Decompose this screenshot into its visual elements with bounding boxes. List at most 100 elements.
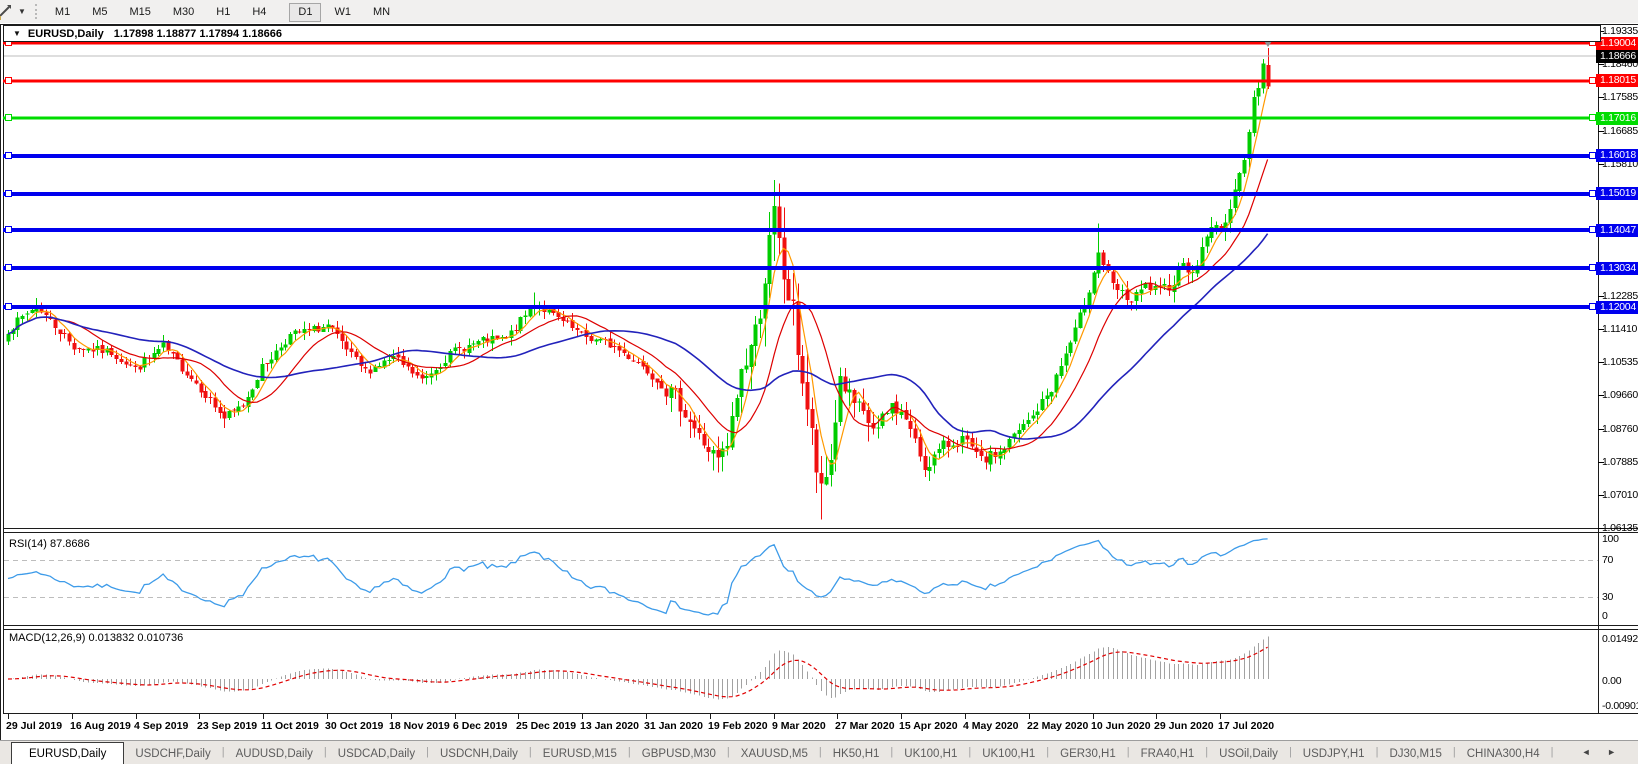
chart-tab-gbpusd-m30[interactable]: GBPUSD,M30 bbox=[641, 748, 716, 760]
date-label: 27 Mar 2020 bbox=[835, 720, 895, 732]
chart-tab-usoil-daily[interactable]: USOil,Daily bbox=[1219, 748, 1278, 760]
tab-divider: | bbox=[1126, 746, 1130, 758]
hline-price-badge: 1.12004 bbox=[1596, 301, 1638, 314]
chart-tab-xauusd-m5[interactable]: XAUUSD,M5 bbox=[740, 748, 808, 760]
toolbar-grip[interactable] bbox=[34, 4, 37, 19]
current-price-badge: 1.18666 bbox=[1596, 50, 1638, 63]
tab-divider: | bbox=[726, 746, 730, 758]
hline-handle bbox=[4, 225, 13, 234]
chart-tab-uk100-h1[interactable]: UK100,H1 bbox=[904, 748, 958, 760]
macd-label: MACD(12,26,9) 0.013832 0.010736 bbox=[9, 632, 184, 644]
chart-tab-usdchf-daily[interactable]: USDCHF,Daily bbox=[135, 748, 211, 760]
price-tick-mark bbox=[1598, 495, 1604, 496]
hline-handle bbox=[4, 263, 13, 272]
hline-price-badge: 1.16018 bbox=[1596, 149, 1638, 162]
timeframe-buttons: M1 M5 M15 M30 H1 H4 D1 W1 MN bbox=[44, 2, 411, 22]
hline-handle bbox=[4, 76, 13, 85]
chart-tab-china300-h4[interactable]: CHINA300,H4 bbox=[1466, 748, 1540, 760]
timeframe-button-m5[interactable]: M5 bbox=[83, 3, 116, 22]
date-label: 15 Apr 2020 bbox=[899, 720, 958, 732]
price-tick-mark bbox=[1598, 97, 1604, 98]
chart-ohlc-values: 1.17898 1.18877 1.17894 1.18666 bbox=[113, 27, 282, 40]
timeframe-button-d1[interactable]: D1 bbox=[289, 2, 322, 22]
price-tick-mark bbox=[1598, 528, 1604, 529]
hline-handle bbox=[4, 189, 13, 198]
chart-tab-usdcad-daily[interactable]: USDCAD,Daily bbox=[337, 748, 416, 760]
hline-price-badge: 1.17016 bbox=[1596, 112, 1638, 125]
tab-divider: | bbox=[426, 746, 429, 758]
tab-divider: | bbox=[528, 746, 532, 758]
tab-scroll-right-icon[interactable]: ► bbox=[1607, 747, 1616, 757]
timeframe-button-m1[interactable]: M1 bbox=[46, 3, 79, 22]
chart-tab-hk50-h1[interactable]: HK50,H1 bbox=[832, 748, 880, 760]
hline-handle bbox=[1588, 113, 1597, 122]
chart-tab-uk100-h1[interactable]: UK100,H1 bbox=[982, 748, 1036, 760]
date-label: 22 May 2020 bbox=[1027, 720, 1089, 732]
date-label: 30 Oct 2019 bbox=[325, 720, 384, 732]
date-label: 16 Aug 2019 bbox=[70, 720, 131, 732]
tab-divider: | bbox=[221, 746, 225, 758]
price-tick-label: 1.12285 bbox=[1602, 290, 1638, 302]
price-tick-label: 1.07010 bbox=[1602, 489, 1638, 501]
timeframe-button-mn[interactable]: MN bbox=[364, 3, 399, 22]
date-label: 10 Jun 2020 bbox=[1091, 720, 1151, 732]
price-tick-label: 1.18460 bbox=[1602, 58, 1638, 70]
chart-tab-dj30-m15[interactable]: DJ30,M15 bbox=[1389, 748, 1442, 760]
draw-tool-icon[interactable] bbox=[0, 3, 16, 21]
hline-price-badge: 1.14047 bbox=[1596, 224, 1638, 237]
chart-tab-eurusd-m15[interactable]: EURUSD,M15 bbox=[542, 748, 617, 760]
rsi-scale-label: 100 bbox=[1602, 533, 1619, 545]
chart-tab-fra40-h1[interactable]: FRA40,H1 bbox=[1140, 748, 1195, 760]
toolbar: ▼ M1 M5 M15 M30 H1 H4 D1 W1 MN bbox=[0, 0, 1638, 23]
rsi-scale-label: 70 bbox=[1602, 554, 1614, 566]
timeframe-button-w1[interactable]: W1 bbox=[325, 3, 360, 22]
tab-scroll-left-icon[interactable]: ◄ bbox=[1581, 747, 1591, 757]
tab-divider: | bbox=[627, 746, 631, 758]
date-label: 11 Oct 2019 bbox=[261, 720, 319, 732]
date-label: 29 Jun 2020 bbox=[1154, 720, 1214, 732]
date-label: 23 Sep 2019 bbox=[197, 720, 258, 732]
price-tick-mark bbox=[1598, 362, 1604, 363]
tab-divider: | bbox=[323, 746, 327, 758]
timeframe-button-h4[interactable]: H4 bbox=[243, 3, 275, 22]
price-tick-mark bbox=[1598, 131, 1604, 132]
chart-tab-audusd-daily[interactable]: AUDUSD,Daily bbox=[235, 748, 313, 760]
ma-mid-line bbox=[7, 159, 1269, 451]
hline-price-badge: 1.15019 bbox=[1596, 187, 1638, 200]
timeframe-button-m30[interactable]: M30 bbox=[164, 3, 203, 22]
date-label: 31 Jan 2020 bbox=[644, 720, 703, 732]
tab-divider: | bbox=[968, 746, 972, 758]
macd-scale-label: 0.00 bbox=[1602, 675, 1622, 687]
price-tick-label: 1.19335 bbox=[1602, 25, 1638, 37]
tab-scroll-arrows: ◄ ► bbox=[1568, 747, 1616, 757]
chart-tab-usdjpy-h1[interactable]: USDJPY,H1 bbox=[1302, 748, 1365, 760]
price-tick-label: 1.06135 bbox=[1602, 522, 1638, 534]
chart-tab-usdcnh-daily[interactable]: USDCNH,Daily bbox=[439, 748, 518, 760]
chart-collapse-icon[interactable]: ▼ bbox=[13, 29, 21, 38]
timeframe-button-h1[interactable]: H1 bbox=[207, 3, 239, 22]
price-tick-mark bbox=[1598, 31, 1604, 32]
price-tick-mark bbox=[1598, 296, 1604, 297]
date-label: 6 Dec 2019 bbox=[453, 720, 508, 732]
date-label: 13 Jan 2020 bbox=[580, 720, 639, 732]
tab-divider: | bbox=[1550, 746, 1554, 758]
price-tick-label: 1.15810 bbox=[1602, 158, 1638, 170]
rsi-scale-label: 30 bbox=[1602, 591, 1614, 603]
ma-slow-line bbox=[7, 233, 1269, 440]
hline-handle bbox=[4, 113, 13, 122]
price-tick-mark bbox=[1598, 395, 1604, 396]
macd-scale-label: -0.009018 bbox=[1602, 700, 1638, 712]
macd-histogram bbox=[13, 636, 1269, 700]
price-tick-mark bbox=[1598, 462, 1604, 463]
timeframe-button-m15[interactable]: M15 bbox=[120, 3, 159, 22]
price-tick-mark bbox=[1598, 64, 1604, 65]
rsi-label: RSI(14) 87.8686 bbox=[9, 538, 90, 550]
chart-tab-eurusd-daily[interactable]: EURUSD,Daily bbox=[11, 742, 125, 764]
macd-signal-line bbox=[7, 646, 1268, 698]
price-tick-mark bbox=[1598, 164, 1604, 165]
draw-tool-dropdown-icon[interactable]: ▼ bbox=[18, 7, 26, 16]
chart-title-bar: ▼ EURUSD,Daily 1.17898 1.18877 1.17894 1… bbox=[3, 25, 1601, 42]
price-tick-mark bbox=[1598, 429, 1604, 430]
chart-tab-ger30-h1[interactable]: GER30,H1 bbox=[1060, 748, 1116, 760]
